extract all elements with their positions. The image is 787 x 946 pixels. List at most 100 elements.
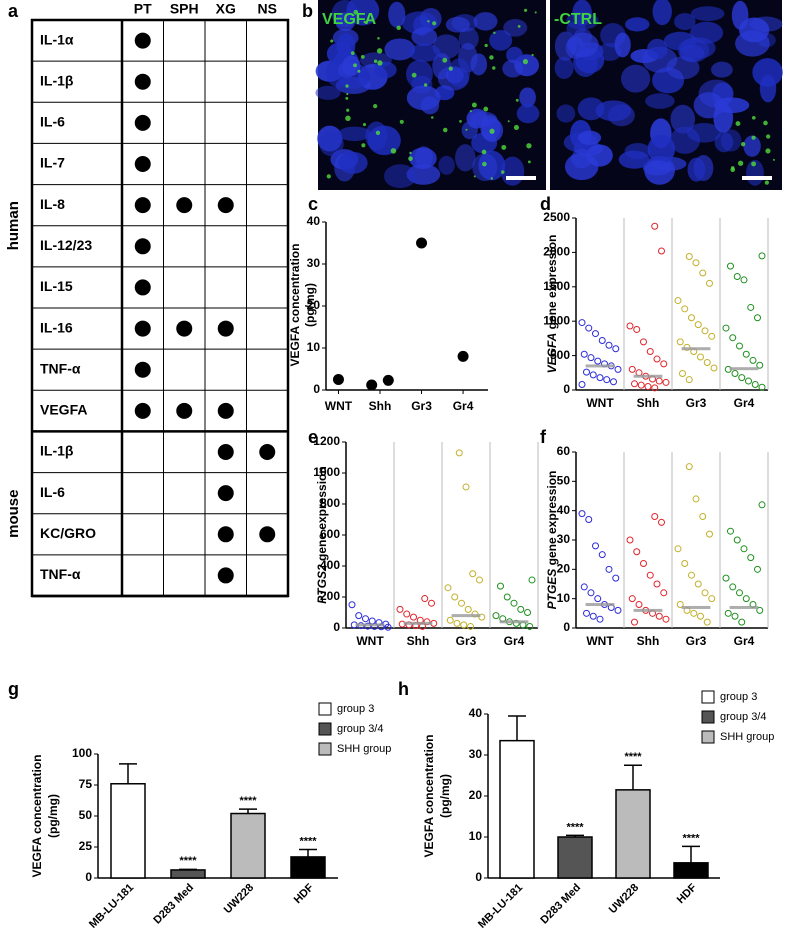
signal: [492, 66, 496, 70]
x-tick-label: Shh: [637, 634, 660, 648]
point: [614, 606, 622, 614]
nucleus: [414, 146, 433, 169]
point: [592, 330, 599, 338]
x-tick-label: HDF: [292, 881, 317, 906]
dot: [134, 32, 151, 49]
signal: [427, 20, 430, 23]
y-tick-label: 10: [557, 591, 571, 605]
point: [524, 609, 531, 616]
point: [688, 571, 695, 579]
point: [628, 595, 636, 603]
annotation: ****: [179, 855, 197, 867]
point: [692, 259, 700, 267]
x-tick-label: WNT: [356, 634, 384, 648]
signal: [409, 151, 412, 155]
nucleus: [342, 55, 361, 77]
nucleus: [595, 100, 632, 122]
scale-bar: [742, 176, 772, 180]
point: [633, 548, 641, 556]
dot: [217, 444, 234, 460]
point: [662, 615, 670, 623]
point: [631, 618, 638, 626]
x-tick-label: Gr3: [456, 634, 477, 648]
point: [578, 380, 586, 388]
panel-letter: g: [8, 679, 19, 699]
row-label: IL-6: [40, 114, 65, 130]
point: [658, 247, 665, 255]
nucleus: [445, 16, 470, 33]
column-header: NS: [258, 1, 277, 17]
nucleus: [461, 121, 478, 140]
x-tick-label: WNT: [586, 634, 614, 648]
point: [594, 595, 602, 603]
panel-letter: f: [540, 427, 547, 447]
signal: [345, 84, 349, 88]
nucleus: [470, 53, 488, 76]
row-label: IL-7: [40, 155, 65, 171]
bar: [230, 812, 266, 879]
legend-label: group 3/4: [337, 723, 383, 735]
point: [592, 542, 599, 550]
x-tick-label: WNT: [325, 399, 353, 413]
legend-swatch: [701, 730, 715, 744]
nucleus: [752, 58, 783, 87]
y-tick-label: 40: [469, 706, 483, 720]
signal: [346, 93, 349, 96]
table-frame: [30, 18, 290, 598]
nucleus: [503, 19, 528, 37]
signal: [772, 158, 775, 161]
signal: [373, 104, 378, 109]
nucleus: [759, 74, 777, 103]
dot: [259, 526, 276, 543]
nucleus: [652, 0, 672, 26]
point: [444, 584, 452, 592]
dot: [176, 402, 193, 419]
y-tick-label: 50: [557, 474, 571, 488]
dot: [134, 156, 151, 172]
signal: [423, 83, 428, 87]
point: [697, 612, 704, 620]
nucleus: [315, 85, 341, 100]
signal: [377, 37, 380, 40]
y-tick-label: 0: [475, 870, 482, 884]
group-label: mouse: [5, 490, 22, 538]
annotation: ****: [624, 751, 642, 763]
point: [740, 276, 748, 284]
image-label: VEGFA: [322, 11, 377, 28]
point: [605, 341, 613, 349]
point: [633, 325, 641, 333]
signal: [534, 11, 537, 14]
point: [685, 463, 693, 471]
signal: [360, 54, 365, 59]
nucleus: [669, 126, 701, 154]
point: [731, 369, 739, 377]
signal: [326, 174, 331, 179]
point: [708, 595, 716, 603]
point: [637, 381, 645, 389]
y-tick-label: 0: [563, 620, 570, 634]
point: [603, 376, 611, 384]
nucleus: [502, 59, 524, 78]
micrograph: [550, 0, 783, 190]
point: [740, 545, 748, 553]
y-tick-label: 20: [469, 788, 483, 802]
nucleus: [473, 12, 498, 31]
point: [589, 612, 597, 620]
point: [631, 380, 638, 388]
nucleus: [670, 104, 696, 134]
point: [662, 378, 670, 386]
nucleus: [566, 21, 586, 37]
y-axis-label: (pg/mg): [303, 283, 317, 327]
signal: [443, 127, 448, 133]
y-tick-label: 1200: [313, 434, 340, 448]
y-tick-label: 25: [79, 839, 93, 853]
y-tick-label: 1500: [543, 279, 570, 293]
point: [626, 322, 634, 330]
nucleus: [516, 103, 540, 124]
y-tick-label: 50: [79, 808, 93, 822]
signal: [484, 43, 488, 48]
y-axis-label: VEGFA concentration: [30, 755, 44, 878]
dot: [134, 402, 151, 419]
row-label: IL-15: [40, 278, 73, 294]
median: [681, 347, 711, 351]
